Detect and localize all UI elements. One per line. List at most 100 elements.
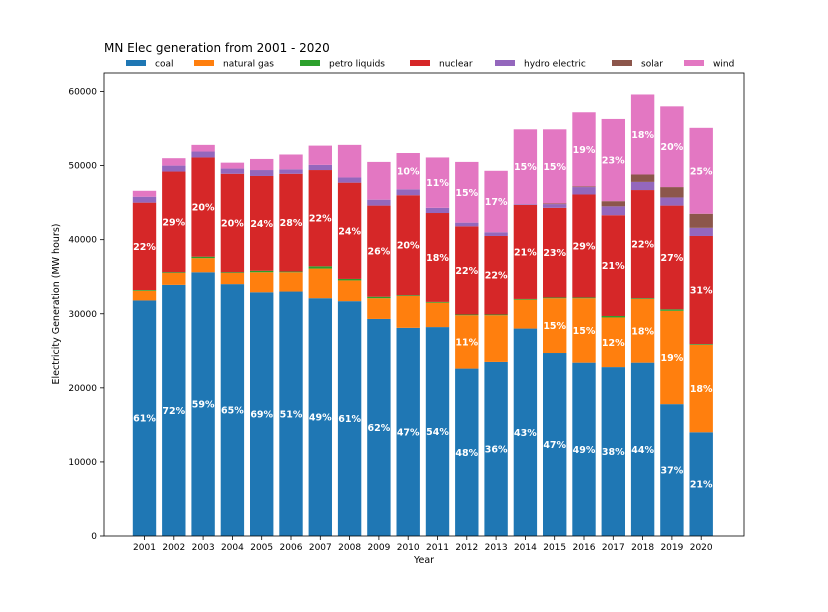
data-label-coal-2010: 47% [397,427,420,438]
legend-swatch-petro-liquids [300,60,320,66]
x-tick-label: 2012 [455,543,478,553]
x-tick-label: 2011 [426,543,449,553]
bar-hydro-electric-2006 [279,169,303,174]
legend-label-petro-liquids: petro liquids [329,60,385,70]
data-label-coal-2002: 72% [162,406,185,417]
bar-coal-2011 [425,327,450,536]
bar-nuclear-2003 [191,157,215,257]
data-label-nuclear-2015: 23% [543,248,566,259]
bar-coal-2016 [572,362,596,536]
bar-wind-2001 [132,190,157,197]
bar-hydro-electric-2011 [425,207,450,214]
data-label-wind-2016: 19% [573,145,596,156]
data-label-nuclear-2001: 22% [133,242,156,253]
bar-hydro-electric-2020 [689,227,713,236]
bar-hydro-electric-2017 [601,206,625,216]
bar-nuclear-2020 [689,235,713,345]
legend-label-coal: coal [155,60,173,70]
x-axis: 2001 2002 2003 2004 2005 2006 2007 2008 2009 2010… [133,536,713,553]
data-label-nuclear-2020: 31% [690,286,713,297]
bar-wind-2012 [455,161,479,223]
bar-nuclear-2002 [162,171,186,273]
bar-petro-liquids-2018 [630,298,655,299]
bar-natural-gas-2017 [601,317,625,368]
bar-petro-liquids-2010 [396,295,420,296]
y-tick-label: 0 [91,532,97,542]
bar-wind-2017 [601,118,625,202]
bar-wind-2013 [484,170,508,233]
bar-solar-2019 [660,187,684,198]
data-label-coal-2012: 48% [455,448,478,459]
data-label-wind-2013: 17% [485,197,508,208]
data-label-coal-2009: 62% [368,423,391,434]
bar-wind-2011 [425,157,450,208]
bar-hydro-electric-2012 [455,222,479,227]
data-label-wind-2017: 23% [602,156,625,167]
bar-hydro-electric-2013 [484,232,508,236]
y-tick-label: 50000 [68,162,97,172]
bar-wind-2020 [689,127,713,214]
bar-natural-gas-2019 [660,310,684,405]
x-tick-label: 2019 [660,543,683,553]
data-label-coal-2016: 49% [573,445,596,456]
data-label-coal-2011: 54% [426,427,449,438]
bar-petro-liquids-2020 [689,344,713,345]
data-label-coal-2020: 21% [690,480,713,491]
data-label-coal-2013: 36% [485,444,508,455]
bar-petro-liquids-2016 [572,297,596,299]
bar-solar-2016 [572,186,596,188]
data-label-nuclear-2018: 22% [631,240,654,251]
bar-nuclear-2013 [484,235,508,315]
bar-wind-2009 [367,161,391,200]
bar-wind-2002 [162,158,186,166]
y-tick-label: 10000 [68,458,97,468]
bar-solar-2020 [689,213,713,228]
data-label-natural-gas-2020: 18% [690,384,713,395]
bar-natural-gas-2003 [191,258,215,273]
bar-coal-2002 [162,284,186,536]
legend-label-hydro-electric: hydro electric [524,60,586,70]
bars [132,94,713,536]
x-tick-label: 2008 [338,543,361,553]
data-label-coal-2014: 43% [514,428,537,439]
bar-nuclear-2016 [572,194,596,298]
bar-nuclear-2007 [308,170,332,267]
bar-hydro-electric-2002 [162,165,186,172]
data-label-wind-2012: 15% [455,188,478,199]
data-label-natural-gas-2017: 12% [602,338,625,349]
bar-nuclear-2018 [630,190,655,299]
legend-label-natural-gas: natural gas [223,60,274,70]
data-label-nuclear-2008: 24% [338,226,361,237]
legend-label-wind: wind [713,60,734,70]
legend-swatch-solar [612,60,632,66]
bar-nuclear-2006 [279,173,303,272]
data-label-wind-2011: 11% [426,178,449,189]
bar-solar-2017 [601,201,625,207]
data-label-natural-gas-2012: 11% [455,337,478,348]
x-tick-label: 2002 [162,543,185,553]
bar-petro-liquids-2012 [455,314,479,316]
bar-natural-gas-2012 [455,315,479,369]
bar-coal-2008 [337,301,362,536]
bar-petro-liquids-2006 [279,271,303,273]
bar-coal-2003 [191,272,215,536]
data-label-coal-2005: 69% [250,410,273,421]
data-label-coal-2001: 61% [133,414,156,425]
bar-natural-gas-2008 [337,280,362,302]
y-tick-label: 60000 [68,88,97,98]
bar-coal-2012 [455,368,479,536]
bar-nuclear-2015 [543,207,567,298]
bar-wind-2005 [250,158,274,171]
bar-coal-2017 [601,367,625,536]
bar-coal-2009 [367,318,391,536]
bar-wind-2008 [337,144,362,178]
bar-wind-2014 [513,129,538,205]
bar-petro-liquids-2019 [660,309,684,311]
x-tick-label: 2015 [543,543,566,553]
bar-wind-2003 [191,144,215,152]
bar-nuclear-2008 [337,182,362,279]
data-label-nuclear-2016: 29% [573,241,596,252]
data-label-wind-2014: 15% [514,162,537,173]
data-label-natural-gas-2019: 19% [661,353,684,364]
x-tick-label: 2005 [250,543,273,553]
